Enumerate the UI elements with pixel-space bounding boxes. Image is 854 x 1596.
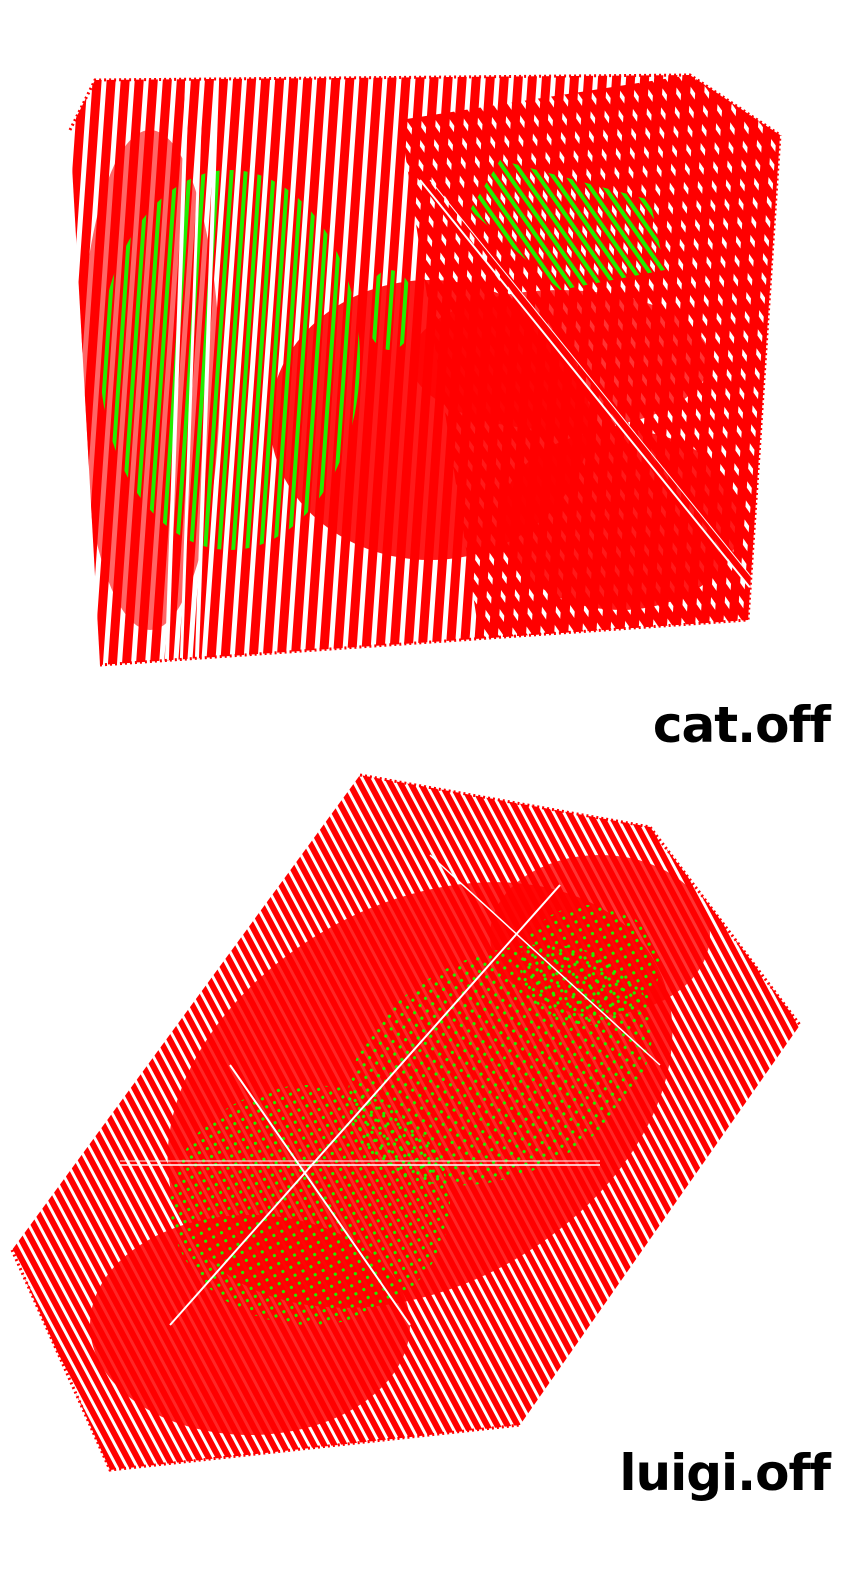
luigi-point-cloud [10,773,802,1472]
cat-point-cloud [68,73,782,667]
cat-caption: cat.off [652,696,831,754]
cat-panel: cat.off [0,0,854,770]
luigi-caption: luigi.off [619,1444,831,1502]
luigi-panel: luigi.off [0,765,854,1596]
